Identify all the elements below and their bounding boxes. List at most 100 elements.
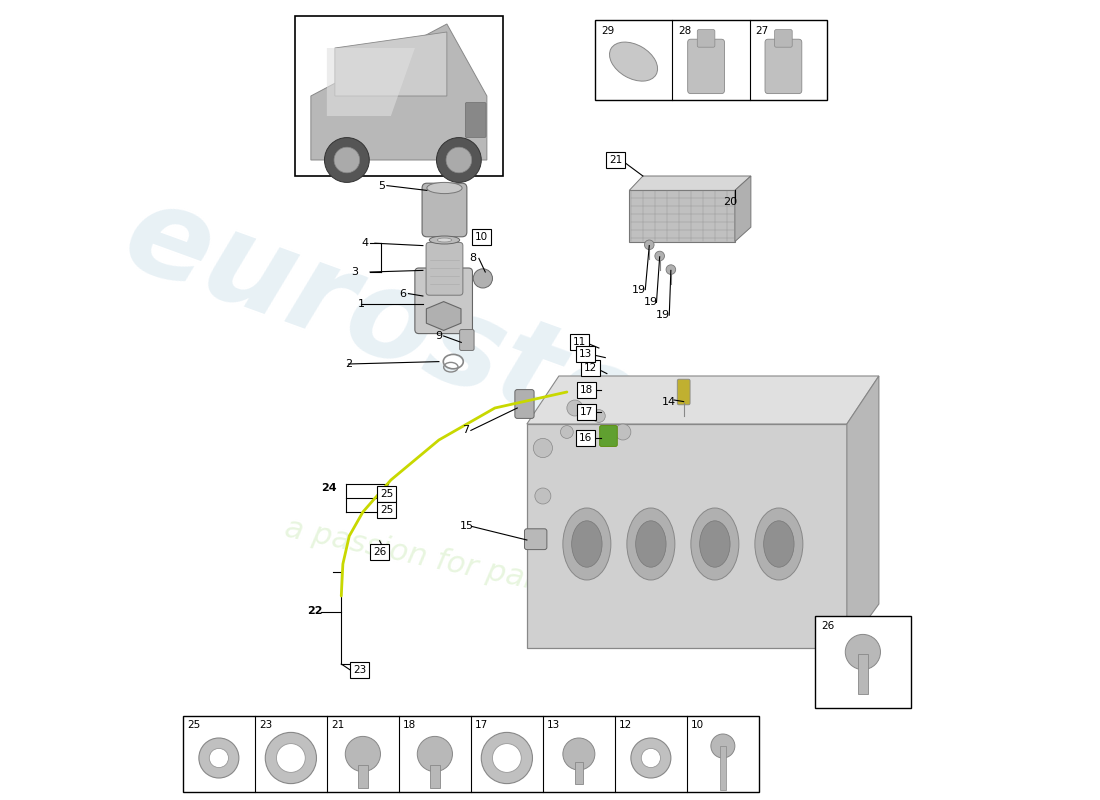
Circle shape xyxy=(209,749,229,768)
FancyBboxPatch shape xyxy=(426,242,463,295)
Polygon shape xyxy=(629,190,735,242)
Text: 24: 24 xyxy=(321,483,337,493)
Circle shape xyxy=(535,488,551,504)
Text: 17: 17 xyxy=(580,407,594,417)
Bar xyxy=(183,716,759,792)
Polygon shape xyxy=(527,424,847,648)
Text: a passion for parts since 1985: a passion for parts since 1985 xyxy=(283,514,739,638)
Circle shape xyxy=(447,147,472,173)
Text: 15: 15 xyxy=(460,522,474,531)
Text: 11: 11 xyxy=(573,338,586,347)
Ellipse shape xyxy=(627,508,675,580)
Text: 29: 29 xyxy=(601,26,614,36)
FancyBboxPatch shape xyxy=(600,426,617,446)
Ellipse shape xyxy=(563,508,611,580)
Circle shape xyxy=(276,744,306,773)
FancyBboxPatch shape xyxy=(774,30,792,47)
Ellipse shape xyxy=(763,521,794,567)
Text: 19: 19 xyxy=(631,285,646,294)
Text: 27: 27 xyxy=(756,26,769,36)
Circle shape xyxy=(199,738,239,778)
Circle shape xyxy=(654,251,664,261)
Circle shape xyxy=(534,438,552,458)
Ellipse shape xyxy=(572,521,602,567)
FancyBboxPatch shape xyxy=(697,30,715,47)
Text: 8: 8 xyxy=(470,254,476,263)
Circle shape xyxy=(493,744,521,773)
Circle shape xyxy=(593,410,605,422)
Text: 28: 28 xyxy=(679,26,692,36)
Text: 5: 5 xyxy=(377,181,385,190)
FancyBboxPatch shape xyxy=(515,390,535,418)
Text: 18: 18 xyxy=(403,720,416,730)
FancyBboxPatch shape xyxy=(678,379,690,405)
Text: 12: 12 xyxy=(619,720,632,730)
Polygon shape xyxy=(327,48,415,116)
Ellipse shape xyxy=(755,508,803,580)
Bar xyxy=(858,654,868,694)
FancyBboxPatch shape xyxy=(525,529,547,550)
Text: 23: 23 xyxy=(258,720,272,730)
Circle shape xyxy=(473,269,493,288)
Text: 18: 18 xyxy=(580,385,594,394)
Text: 21: 21 xyxy=(331,720,344,730)
Circle shape xyxy=(563,738,595,770)
Text: 21: 21 xyxy=(609,155,623,165)
Circle shape xyxy=(845,634,880,670)
Circle shape xyxy=(631,738,671,778)
Text: 16: 16 xyxy=(579,433,592,442)
Circle shape xyxy=(645,240,654,250)
Text: 26: 26 xyxy=(822,621,835,630)
Circle shape xyxy=(437,138,482,182)
FancyBboxPatch shape xyxy=(460,330,474,350)
Circle shape xyxy=(615,424,631,440)
Circle shape xyxy=(345,736,381,771)
Text: 12: 12 xyxy=(583,363,596,373)
Ellipse shape xyxy=(636,521,667,567)
FancyBboxPatch shape xyxy=(764,39,802,94)
Polygon shape xyxy=(735,176,751,242)
Text: 4: 4 xyxy=(362,238,369,248)
Text: 14: 14 xyxy=(662,397,676,406)
Circle shape xyxy=(561,426,573,438)
Text: 20: 20 xyxy=(723,197,737,206)
Text: 22: 22 xyxy=(307,606,322,616)
Text: 25: 25 xyxy=(381,506,394,515)
Polygon shape xyxy=(629,176,751,190)
Text: 3: 3 xyxy=(351,267,359,277)
Ellipse shape xyxy=(691,508,739,580)
FancyBboxPatch shape xyxy=(465,102,486,138)
Ellipse shape xyxy=(429,236,460,244)
Circle shape xyxy=(417,736,452,771)
Text: 13: 13 xyxy=(579,350,592,359)
Circle shape xyxy=(711,734,735,758)
Text: 1: 1 xyxy=(358,299,365,309)
Ellipse shape xyxy=(609,42,658,81)
Ellipse shape xyxy=(438,238,452,242)
Text: 2: 2 xyxy=(345,359,352,369)
Bar xyxy=(430,765,440,787)
Circle shape xyxy=(334,147,360,173)
Ellipse shape xyxy=(427,182,462,194)
Text: 23: 23 xyxy=(353,666,366,675)
FancyBboxPatch shape xyxy=(688,39,725,94)
Circle shape xyxy=(566,400,583,416)
Ellipse shape xyxy=(700,521,730,567)
Text: 9: 9 xyxy=(436,331,442,341)
Polygon shape xyxy=(847,376,879,648)
Bar xyxy=(815,616,911,708)
FancyBboxPatch shape xyxy=(415,268,473,334)
Text: 10: 10 xyxy=(691,720,704,730)
Text: 25: 25 xyxy=(187,720,200,730)
Text: 13: 13 xyxy=(547,720,560,730)
Polygon shape xyxy=(427,302,461,330)
Circle shape xyxy=(641,749,660,768)
Bar xyxy=(359,765,367,787)
Circle shape xyxy=(667,265,675,274)
Text: 10: 10 xyxy=(475,232,487,242)
Circle shape xyxy=(324,138,370,182)
FancyBboxPatch shape xyxy=(422,183,466,237)
Bar xyxy=(595,20,827,100)
Text: 19: 19 xyxy=(656,310,670,320)
Polygon shape xyxy=(527,376,879,424)
